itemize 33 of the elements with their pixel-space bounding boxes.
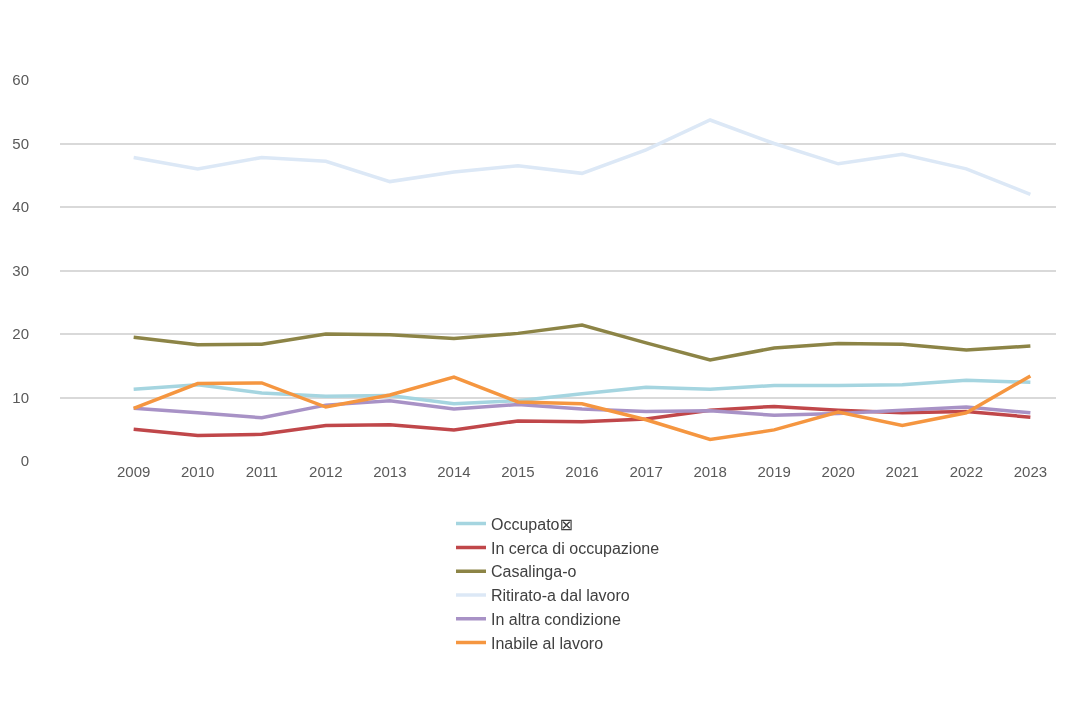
x-tick-label: 2015 bbox=[501, 463, 535, 480]
x-tick-label: 2009 bbox=[116, 463, 151, 480]
x-tick-label: 2019 bbox=[757, 463, 791, 480]
y-tick-label: 10 bbox=[12, 388, 29, 406]
legend-label: Occupato⊠ bbox=[491, 515, 573, 533]
line-series bbox=[131, 404, 1033, 438]
y-tick-label: 40 bbox=[12, 198, 29, 216]
x-tick-label: 2017 bbox=[629, 463, 663, 480]
legend-label: Casalinga-o bbox=[491, 563, 577, 581]
x-tick-label: 2012 bbox=[309, 463, 343, 480]
x-tick-label: 2011 bbox=[245, 463, 278, 480]
x-tick-label: 2010 bbox=[181, 463, 215, 480]
line-series bbox=[131, 118, 1033, 197]
x-tick-label: 2018 bbox=[693, 463, 727, 480]
legend-label: Inabile al lavoro bbox=[491, 634, 604, 652]
x-tick-label: 2016 bbox=[565, 463, 599, 480]
x-tick-label: 2013 bbox=[373, 463, 407, 480]
x-tick-label: 2023 bbox=[1013, 463, 1048, 480]
x-tick-label: 2020 bbox=[821, 463, 855, 480]
line-series bbox=[131, 374, 1033, 442]
y-tick-label: 50 bbox=[12, 134, 29, 152]
legend-label: In altra condizione bbox=[491, 611, 621, 629]
legend-label: Ritirato-a dal lavoro bbox=[491, 587, 630, 605]
y-tick-label: 30 bbox=[12, 261, 29, 279]
x-tick-label: 2022 bbox=[949, 463, 984, 480]
legend-label: In cerca di occupazione bbox=[491, 539, 660, 557]
y-tick-label: 60 bbox=[12, 71, 29, 89]
x-tick-label: 2021 bbox=[885, 463, 919, 480]
line-series bbox=[131, 323, 1033, 362]
y-tick-label: 0 bbox=[20, 452, 29, 470]
x-tick-label: 2014 bbox=[437, 463, 471, 480]
line-series bbox=[131, 378, 1033, 406]
y-tick-label: 20 bbox=[12, 325, 29, 343]
